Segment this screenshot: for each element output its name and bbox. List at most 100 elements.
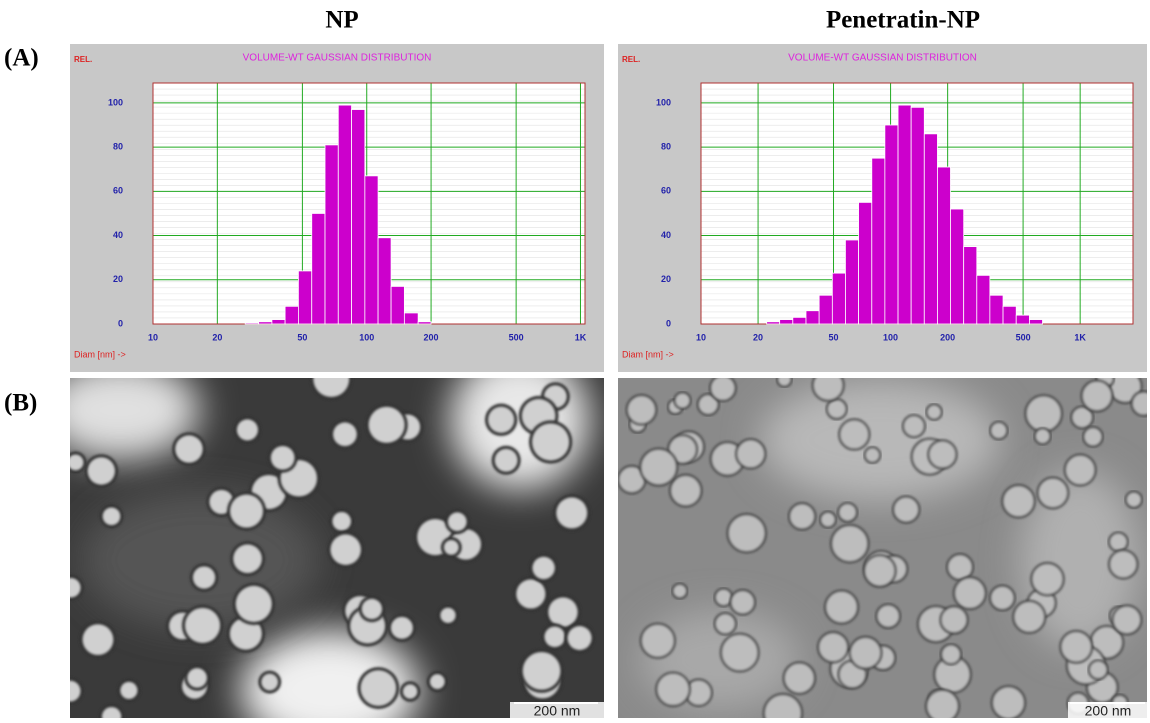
particle: [516, 579, 545, 608]
particle: [710, 375, 735, 400]
histogram-panel: 0204060801001020501002005001KVOLUME-WT G…: [70, 44, 604, 372]
scale-bar-label: 200 nm: [534, 703, 581, 718]
particle: [444, 540, 459, 555]
particle: [627, 395, 656, 424]
particle: [675, 393, 691, 409]
bar: [832, 273, 845, 324]
particle: [877, 604, 900, 627]
bar: [312, 213, 325, 324]
particle: [440, 608, 455, 623]
particle: [947, 554, 973, 580]
bar: [950, 209, 963, 324]
bar: [352, 110, 365, 324]
bar: [285, 306, 298, 324]
particle: [1013, 601, 1045, 633]
y-tick-label: 80: [113, 141, 123, 151]
particle: [990, 586, 1014, 610]
y-tick-label: 40: [113, 230, 123, 240]
particle: [820, 512, 835, 527]
x-tick-label: 1K: [575, 332, 587, 342]
bar: [964, 247, 977, 324]
particle: [556, 497, 587, 528]
chart-title: VOLUME-WT GAUSSIAN DISTRIBUTION: [788, 53, 977, 64]
x-tick-label: 200: [940, 332, 955, 342]
scale-bar-label: 200 nm: [1085, 703, 1132, 718]
y-tick-label: 60: [113, 186, 123, 196]
bar: [859, 202, 872, 324]
particle: [1132, 392, 1150, 416]
y-tick-label: 0: [118, 318, 123, 328]
bar: [245, 323, 258, 324]
particle: [369, 407, 405, 443]
panel-label: (B): [4, 390, 37, 417]
bar: [325, 145, 338, 324]
particle: [362, 599, 382, 619]
bar: [819, 295, 832, 324]
particle: [784, 663, 815, 694]
particle: [941, 606, 968, 633]
particle: [360, 670, 396, 706]
bar: [365, 176, 378, 324]
particle: [495, 449, 518, 472]
bar: [780, 320, 793, 324]
particle: [532, 557, 554, 579]
particle: [1038, 478, 1068, 508]
particle: [839, 420, 869, 450]
particle: [941, 644, 961, 664]
x-tick-label: 200: [424, 332, 439, 342]
bar: [1016, 315, 1029, 324]
particle: [193, 566, 215, 588]
particle: [548, 597, 577, 626]
particle: [236, 586, 272, 622]
particle: [827, 399, 847, 419]
bar: [404, 313, 418, 324]
particle: [831, 525, 868, 562]
particle: [728, 514, 766, 552]
particle: [731, 590, 755, 614]
histogram-panel: 0204060801001020501002005001KVOLUME-WT G…: [618, 44, 1147, 372]
panel-label: (A): [4, 45, 39, 72]
particle: [83, 624, 114, 655]
particle: [992, 686, 1025, 718]
particle: [865, 447, 880, 462]
particle: [68, 455, 84, 471]
y-tick-label: 100: [108, 97, 123, 107]
particle: [103, 507, 121, 525]
particle: [568, 626, 592, 650]
particle: [825, 591, 858, 624]
scale-bar: 200 nm: [510, 702, 604, 718]
y-tick-label: 60: [661, 186, 671, 196]
bar: [937, 167, 950, 324]
particle: [330, 534, 361, 565]
x-tick-label: 20: [212, 332, 222, 342]
bar: [806, 311, 819, 324]
particle: [261, 674, 278, 691]
y-tick-label: 20: [661, 274, 671, 284]
bar: [990, 295, 1003, 324]
bar: [391, 286, 404, 324]
x-tick-label: 50: [829, 332, 839, 342]
particle: [928, 440, 956, 468]
particle: [736, 439, 765, 468]
x-tick-label: 20: [753, 332, 763, 342]
bar: [378, 238, 391, 324]
tem-image: [618, 370, 1150, 718]
particle: [333, 422, 357, 446]
particle: [927, 405, 942, 420]
x-tick-label: 500: [1016, 332, 1031, 342]
y-tick-label: 100: [656, 97, 671, 107]
bar: [767, 322, 780, 324]
particle: [1082, 381, 1113, 412]
bar: [793, 317, 806, 324]
particle: [850, 637, 881, 668]
particle: [175, 435, 203, 463]
bar: [1029, 320, 1042, 324]
x-tick-label: 100: [359, 332, 374, 342]
particle: [893, 497, 919, 523]
particle: [448, 512, 467, 531]
particle: [777, 372, 791, 386]
particle: [789, 503, 815, 529]
particle: [88, 457, 115, 484]
y-axis-label: REL.: [622, 55, 640, 64]
particle: [185, 608, 220, 643]
